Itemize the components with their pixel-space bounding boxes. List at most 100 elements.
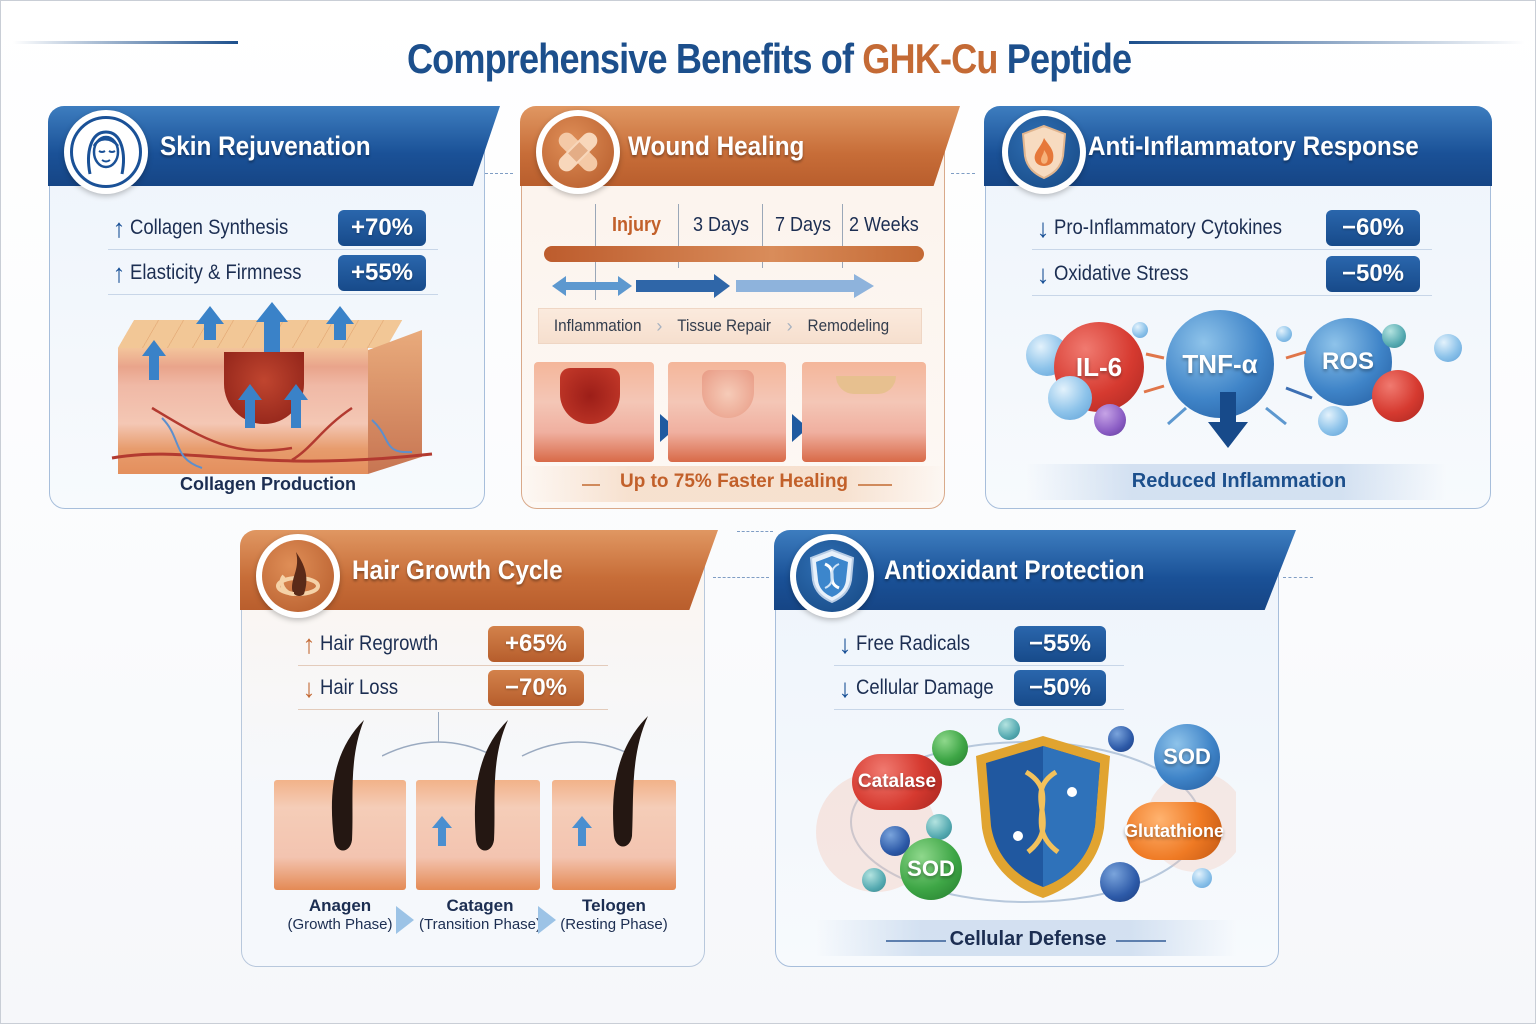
panel-caption: Up to 75% Faster Healing [619,471,849,492]
stat-label: Collagen Synthesis [130,215,289,239]
title-highlight: GHK-Cu [862,35,998,82]
phase-label: Tissue Repair [677,316,772,335]
wound-stage-1-illustration [534,362,654,462]
connector-dash [1283,577,1313,578]
panel-title: Anti-Inflammatory Response [1088,130,1419,161]
phase-arrows [552,274,874,298]
panel-wound-healing: Wound Healing Injury 3 Days 7 Days 2 Wee… [520,106,960,509]
phase-telogen: Telogen (Resting Phase) [544,896,684,933]
caption-band [1026,464,1446,500]
panel-title: Wound Healing [628,130,805,161]
stat-label: Pro-Inflammatory Cytokines [1054,215,1282,239]
page-title: Comprehensive Benefits of GHK-Cu Peptide [1,29,1536,89]
connector-dash [485,173,513,174]
caption-rule [858,484,892,486]
chevron-right-icon: › [786,315,793,336]
stat-label: Hair Loss [320,675,399,699]
arrow-down-icon [1208,392,1248,448]
panel-anti-inflammatory: Anti-Inflammatory Response ↓ Pro-Inflamm… [984,106,1492,509]
stat-value-badge: −55% [1014,625,1106,662]
stat-value-badge: +70% [338,209,426,246]
phase-name: Catagen [446,896,514,915]
molecule-sod-2: SOD [900,838,962,900]
molecule-catalase: Catalase [852,754,942,810]
molecule-sod: SOD [1154,724,1220,790]
title-rule-left [13,41,238,44]
title-rule-right [1129,41,1525,44]
phase-anagen: Anagen (Growth Phase) [270,896,410,933]
shield-dna-emblem [976,736,1110,898]
skin-cross-section-illustration [111,302,433,478]
connector-dash [951,173,975,174]
bandage-icon [536,110,620,194]
panel-hair-growth: Hair Growth Cycle ↑ Hair Regrowth +65% ↓… [240,530,718,967]
panel-caption: Reduced Inflammation [1131,470,1347,492]
chevron-right-icon [396,906,414,934]
timeline-label: Injury [612,214,662,236]
stat-row-collagen: ↑ Collagen Synthesis +70% [108,206,438,250]
stat-value-badge: −70% [488,669,584,706]
catagen-illustration [416,720,548,910]
timeline-bar [544,246,924,262]
cycle-arcs [382,741,635,757]
connector-dash [713,577,769,578]
timeline-label: 7 Days [775,214,832,236]
connector-dash [737,531,773,532]
stat-label: Oxidative Stress [1054,261,1189,285]
panel-caption: Collagen Production [179,474,356,494]
phase-description: (Transition Phase) [419,915,541,933]
stat-label: Cellular Damage [856,675,994,699]
connector-line [438,712,439,742]
stat-value-badge: +65% [488,625,584,662]
timeline-label: 3 Days [693,214,750,236]
hair-follicle-icon [256,534,340,618]
chevron-right-icon [538,906,556,934]
panel-title: Antioxidant Protection [884,554,1145,585]
wound-stage-3-illustration [802,362,926,462]
phase-description: (Growth Phase) [287,915,393,933]
arrow-down-icon: ↓ [1036,212,1050,243]
stat-value-badge: −50% [1326,255,1420,292]
arrow-down-icon: ↓ [838,628,852,659]
phase-label: Remodeling [807,316,889,335]
arrow-down-icon: ↓ [838,672,852,703]
phase-label: Inflammation [553,316,642,335]
stat-value-badge: −60% [1326,209,1420,246]
panel-title: Hair Growth Cycle [352,554,563,585]
stat-row-free-radicals: ↓ Free Radicals −55% [834,622,1124,666]
phase-description: (Resting Phase) [560,915,668,933]
stat-label: Elasticity & Firmness [130,260,302,284]
telogen-illustration [552,716,684,910]
stat-value-badge: −50% [1014,669,1106,706]
panel-caption: Cellular Defense [949,928,1107,950]
shield-flame-icon [1002,110,1086,194]
phase-catagen: Catagen (Transition Phase) [410,896,550,933]
panel-antioxidant-protection: Antioxidant Protection ↓ Free Radicals −… [774,530,1296,967]
stat-label: Free Radicals [856,631,971,655]
timeline-label: 2 Weeks [849,214,919,236]
shield-dna-icon [790,534,874,618]
panel-title: Skin Rejuvenation [160,130,371,161]
chevron-right-icon: › [656,315,663,336]
caption-band [816,920,1236,956]
stat-value-badge: +55% [338,254,426,291]
anagen-illustration [274,720,406,910]
arrow-down-icon: ↓ [302,672,316,703]
arrow-up-icon: ↑ [112,212,126,243]
timeline-tick [678,204,679,268]
molecule-glutathione: Glutathione [1124,802,1224,860]
stat-label: Hair Regrowth [320,631,439,655]
panel-skin-rejuvenation: Skin Rejuvenation ↑ Collagen Synthesis +… [48,106,500,509]
title-suffix: Peptide [997,35,1132,82]
arrow-up-icon: ↑ [302,628,316,659]
stat-row-cytokines: ↓ Pro-Inflammatory Cytokines −60% [1032,206,1432,250]
timeline-tick [842,204,843,268]
caption-rule [582,484,600,486]
caption-rule [1116,940,1166,942]
wound-stage-2-illustration [668,362,786,462]
stat-row-hair-loss: ↓ Hair Loss −70% [298,666,608,710]
timeline-tick [762,204,763,268]
phase-name: Anagen [308,896,372,915]
stat-row-hair-regrowth: ↑ Hair Regrowth +65% [298,622,608,666]
